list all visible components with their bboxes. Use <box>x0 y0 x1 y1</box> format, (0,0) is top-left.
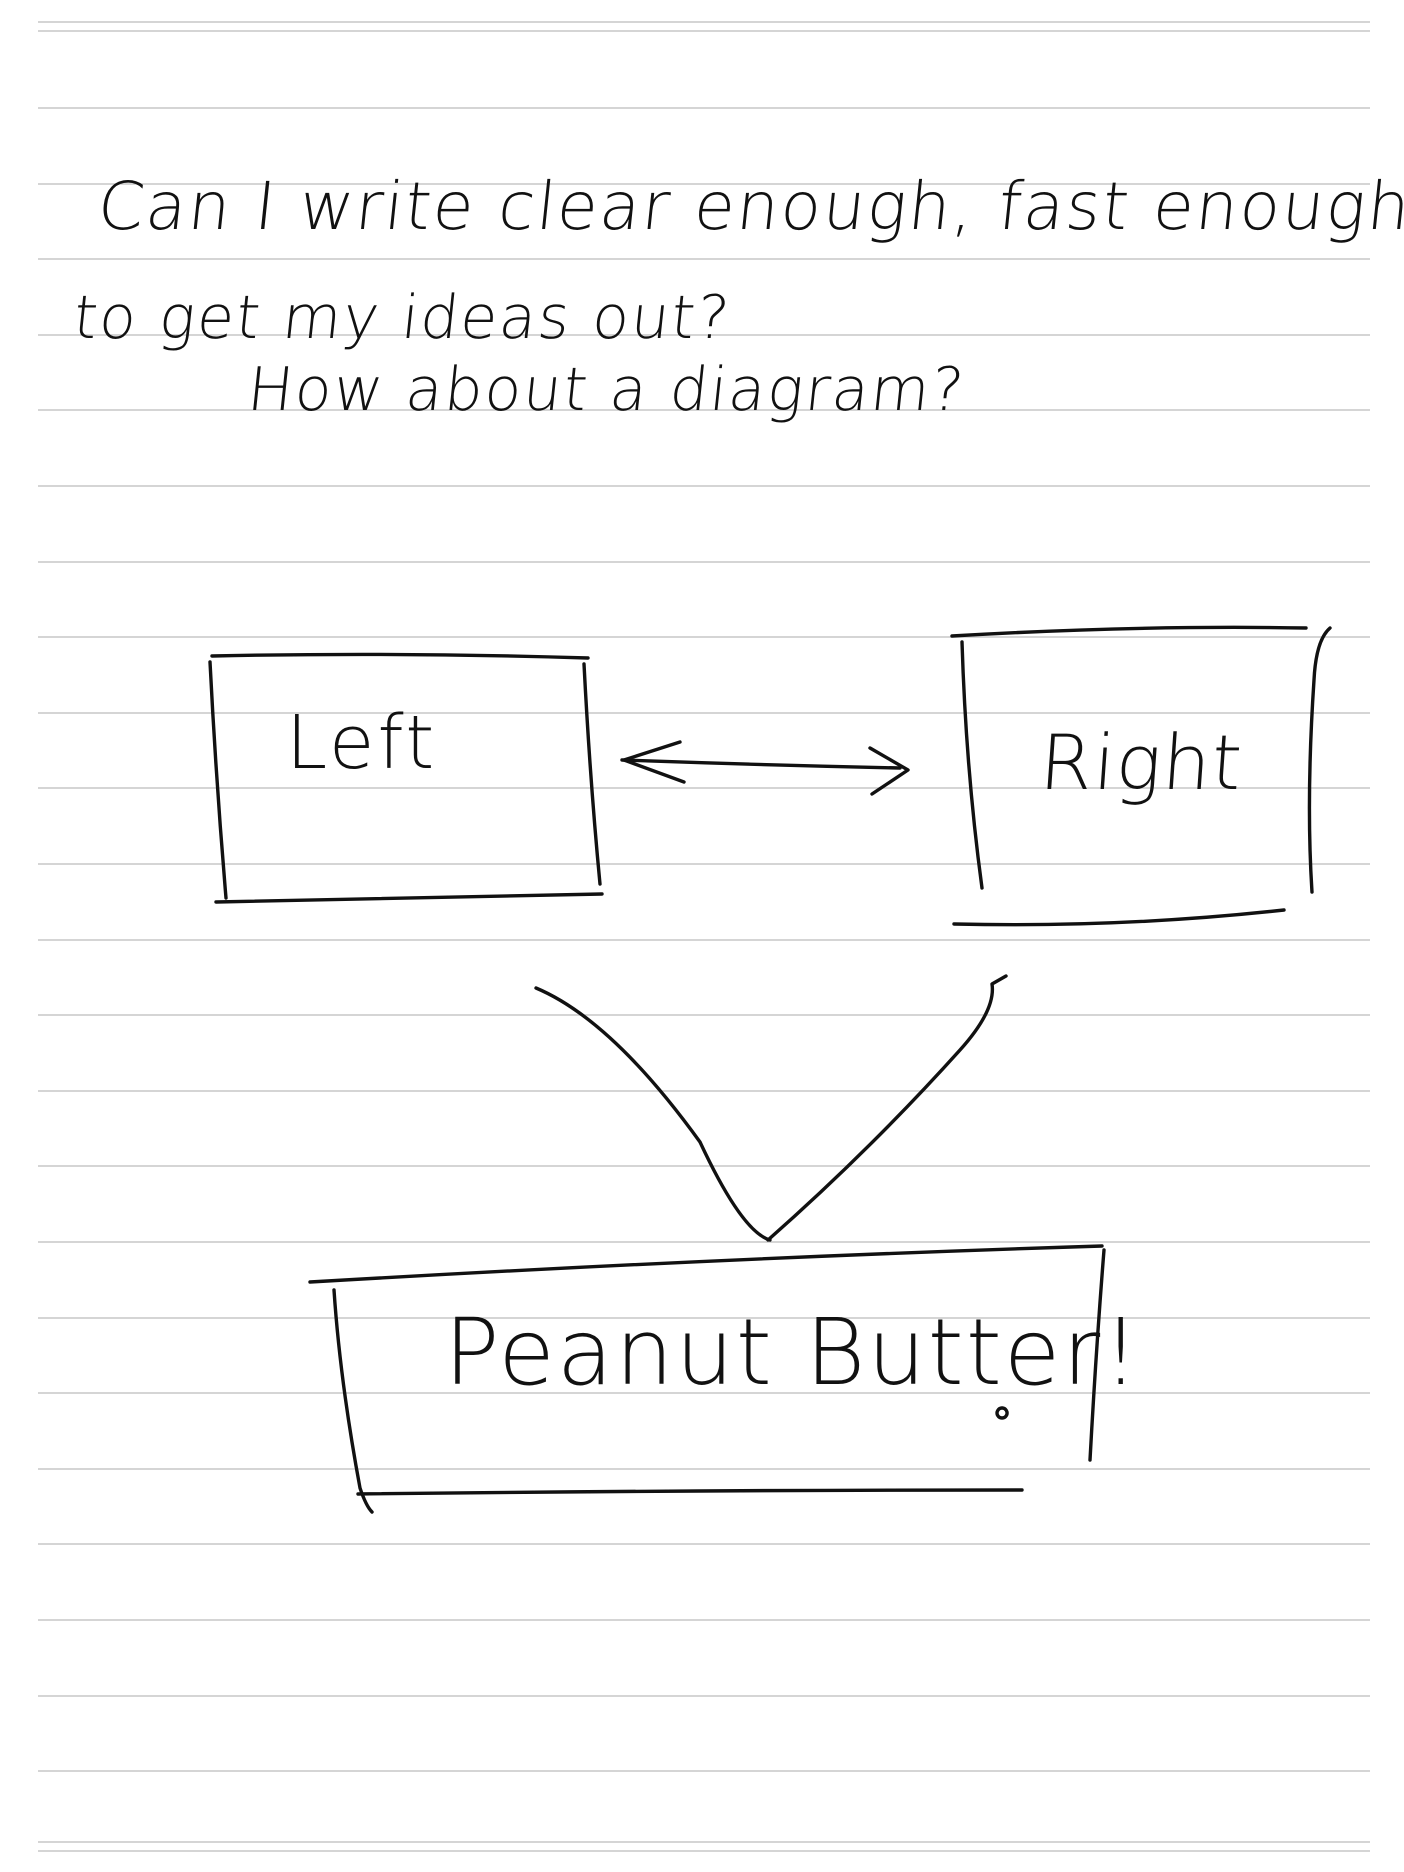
left-box-label: Left <box>286 700 438 786</box>
bottom-box <box>308 1244 1106 1514</box>
bottom-box-label: Peanut Butter! <box>444 1299 1142 1406</box>
double-arrow <box>620 740 910 796</box>
left-box <box>208 652 604 904</box>
right-box <box>950 625 1332 927</box>
exclamation-dot <box>995 1406 1009 1420</box>
merge-lines <box>534 974 1008 1242</box>
right-box-label: Right <box>1036 718 1246 807</box>
